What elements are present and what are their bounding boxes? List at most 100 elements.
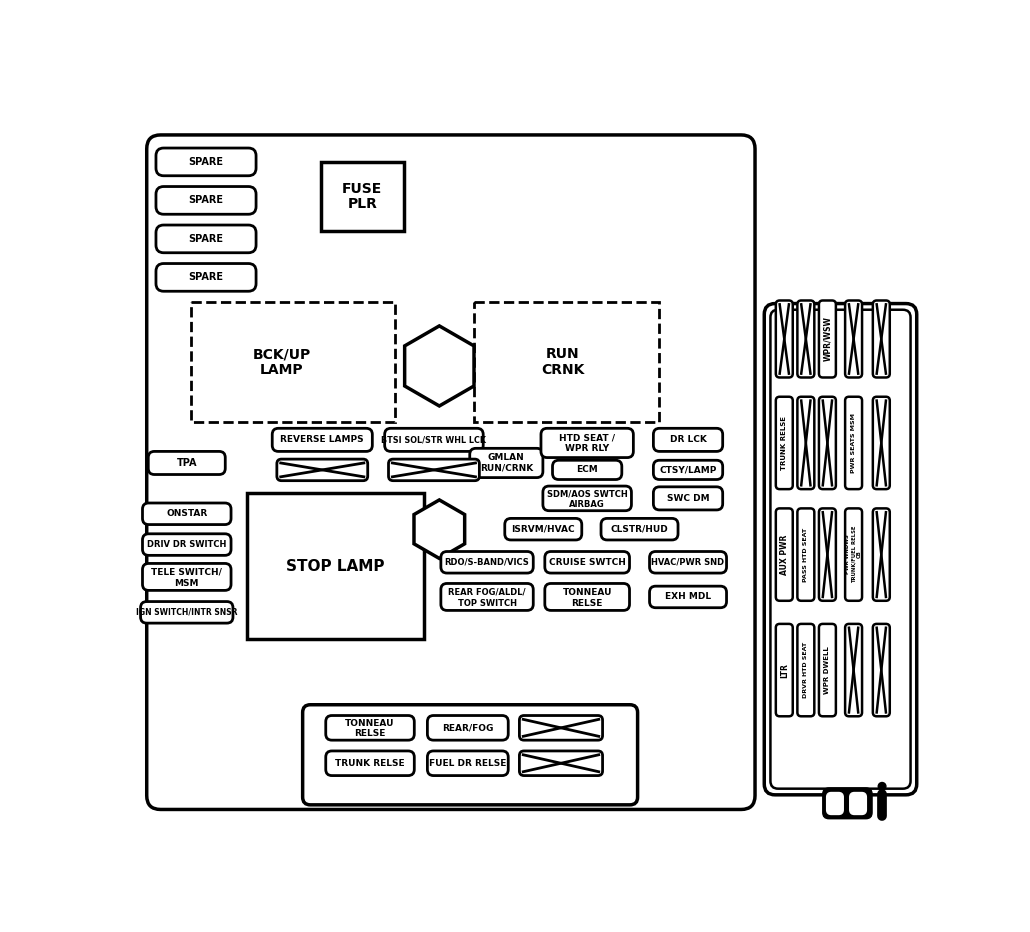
FancyBboxPatch shape — [552, 460, 622, 480]
FancyBboxPatch shape — [142, 564, 231, 590]
FancyBboxPatch shape — [776, 508, 793, 601]
FancyBboxPatch shape — [384, 429, 483, 451]
FancyBboxPatch shape — [819, 624, 836, 717]
FancyBboxPatch shape — [505, 518, 582, 540]
Text: CTSY/LAMP: CTSY/LAMP — [659, 465, 717, 474]
Text: CRNK: CRNK — [541, 363, 584, 377]
FancyBboxPatch shape — [427, 716, 508, 740]
Bar — [247, 493, 424, 639]
Bar — [320, 162, 404, 231]
Text: MSM: MSM — [174, 579, 199, 587]
Text: RUN: RUN — [546, 348, 579, 362]
FancyBboxPatch shape — [653, 460, 723, 480]
FancyBboxPatch shape — [797, 300, 815, 377]
Text: WPR RLY: WPR RLY — [565, 444, 609, 453]
FancyBboxPatch shape — [797, 624, 815, 717]
FancyBboxPatch shape — [653, 429, 723, 451]
FancyBboxPatch shape — [872, 624, 890, 717]
FancyBboxPatch shape — [545, 552, 629, 573]
FancyBboxPatch shape — [140, 601, 233, 624]
FancyBboxPatch shape — [845, 397, 862, 489]
FancyBboxPatch shape — [148, 451, 226, 474]
Text: CRUISE SWTCH: CRUISE SWTCH — [549, 557, 625, 567]
FancyBboxPatch shape — [650, 586, 726, 608]
Text: DRIV DR SWITCH: DRIV DR SWITCH — [147, 540, 227, 549]
FancyBboxPatch shape — [850, 792, 866, 815]
FancyBboxPatch shape — [797, 397, 815, 489]
FancyBboxPatch shape — [797, 508, 815, 601]
Text: TELE SWITCH/: TELE SWITCH/ — [151, 568, 222, 577]
FancyBboxPatch shape — [819, 397, 836, 489]
Text: SPARE: SPARE — [188, 234, 224, 244]
Text: TONNEAU: TONNEAU — [345, 720, 394, 729]
Text: LAMP: LAMP — [260, 363, 303, 377]
FancyBboxPatch shape — [650, 552, 726, 573]
Bar — [474, 302, 659, 422]
FancyBboxPatch shape — [277, 459, 368, 481]
FancyBboxPatch shape — [441, 552, 534, 573]
FancyBboxPatch shape — [441, 583, 534, 610]
Text: SPARE: SPARE — [188, 272, 224, 282]
Text: EXH MDL: EXH MDL — [665, 593, 711, 601]
Text: REAR FOG/ALDL/: REAR FOG/ALDL/ — [448, 588, 525, 596]
Text: SDM/AOS SWTCH: SDM/AOS SWTCH — [547, 489, 627, 499]
FancyBboxPatch shape — [845, 300, 862, 377]
Text: PLR: PLR — [347, 198, 377, 212]
Text: ONSTAR: ONSTAR — [166, 509, 207, 518]
Text: REAR/FOG: REAR/FOG — [442, 723, 493, 733]
FancyBboxPatch shape — [872, 300, 890, 377]
FancyBboxPatch shape — [156, 264, 256, 291]
FancyBboxPatch shape — [541, 429, 633, 458]
FancyBboxPatch shape — [156, 225, 256, 253]
Text: TRUNK RELSE: TRUNK RELSE — [782, 416, 787, 470]
FancyBboxPatch shape — [303, 705, 638, 805]
FancyBboxPatch shape — [519, 751, 603, 775]
FancyBboxPatch shape — [872, 508, 890, 601]
FancyBboxPatch shape — [653, 487, 723, 510]
Text: TPA: TPA — [176, 458, 197, 468]
Text: PWR SEATS MSM: PWR SEATS MSM — [851, 413, 856, 473]
Bar — [191, 302, 396, 422]
FancyBboxPatch shape — [272, 429, 372, 451]
Text: TOP SWITCH: TOP SWITCH — [457, 598, 517, 608]
FancyBboxPatch shape — [776, 397, 793, 489]
FancyBboxPatch shape — [543, 487, 631, 511]
Text: GMLAN: GMLAN — [488, 453, 524, 462]
FancyBboxPatch shape — [470, 448, 543, 477]
FancyBboxPatch shape — [776, 300, 793, 377]
Text: IGN SWITCH/INTR SNSR: IGN SWITCH/INTR SNSR — [136, 608, 238, 617]
Text: WPR DWELL: WPR DWELL — [824, 646, 830, 694]
FancyBboxPatch shape — [427, 751, 508, 775]
Text: AIRBAG: AIRBAG — [570, 500, 605, 509]
Text: BCK/UP: BCK/UP — [252, 348, 311, 362]
FancyBboxPatch shape — [770, 309, 911, 788]
FancyBboxPatch shape — [819, 508, 836, 601]
Text: SPARE: SPARE — [188, 196, 224, 205]
Text: TRUNK RELSE: TRUNK RELSE — [335, 759, 405, 768]
FancyBboxPatch shape — [845, 508, 862, 601]
Text: RELSE: RELSE — [354, 730, 385, 738]
FancyBboxPatch shape — [545, 583, 629, 610]
FancyBboxPatch shape — [602, 518, 678, 540]
Text: REVERSE LAMPS: REVERSE LAMPS — [280, 435, 364, 445]
Text: FUSE: FUSE — [342, 182, 382, 196]
FancyBboxPatch shape — [325, 751, 414, 775]
FancyBboxPatch shape — [819, 300, 836, 377]
FancyBboxPatch shape — [872, 397, 890, 489]
Text: FUEL DR RELSE: FUEL DR RELSE — [430, 759, 507, 768]
Text: LTR: LTR — [780, 663, 789, 678]
Text: HTD SEAT /: HTD SEAT / — [559, 433, 615, 442]
Text: DRVR HTD SEAT: DRVR HTD SEAT — [803, 642, 809, 698]
Text: TONNEAU: TONNEAU — [562, 588, 612, 596]
FancyBboxPatch shape — [325, 716, 414, 740]
Text: RELSE: RELSE — [572, 598, 603, 608]
Text: WPR/WSW: WPR/WSW — [823, 317, 832, 362]
Text: SWC DM: SWC DM — [666, 494, 710, 503]
FancyBboxPatch shape — [519, 716, 603, 740]
Text: DR LCK: DR LCK — [670, 435, 707, 445]
Polygon shape — [405, 326, 474, 406]
FancyBboxPatch shape — [764, 304, 917, 795]
FancyBboxPatch shape — [388, 459, 479, 481]
Circle shape — [879, 783, 886, 790]
FancyBboxPatch shape — [827, 792, 844, 815]
